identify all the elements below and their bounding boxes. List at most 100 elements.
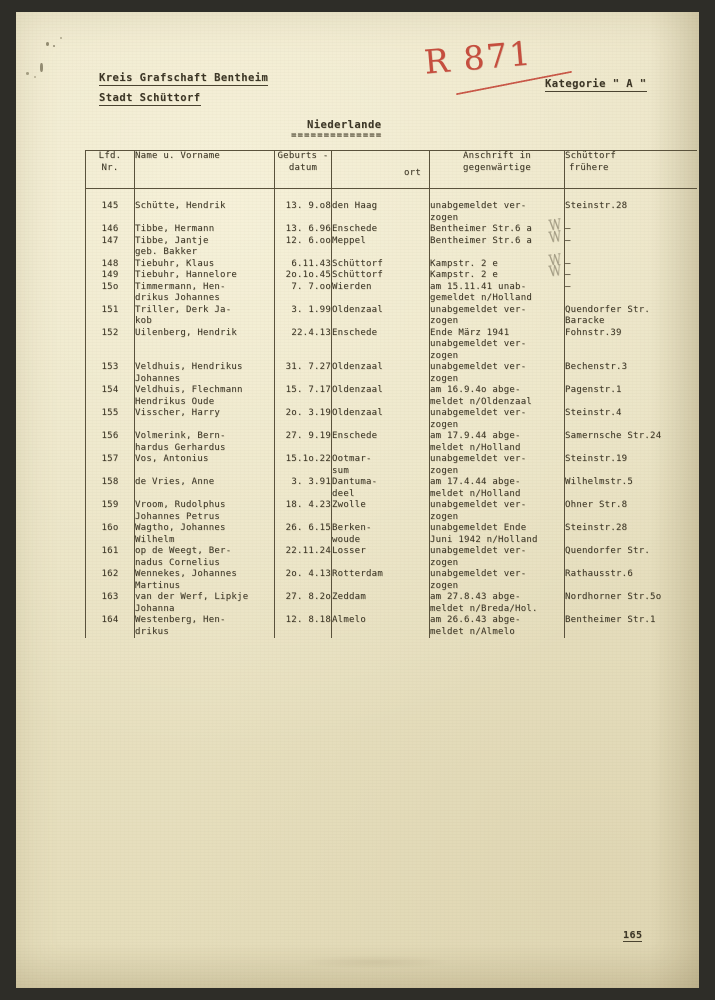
cell-name: Vos, Antonius — [134, 454, 275, 477]
cell-former-address: Bentheimer Str.1 — [564, 615, 697, 638]
cell-nr: 157 — [85, 454, 135, 477]
cell-birth-place: Oldenzaal — [331, 408, 430, 431]
cell-name: Tiebuhr, Klaus — [134, 258, 275, 270]
column-header-former-line2: frühere — [569, 162, 609, 173]
cell-birth-date: 13. 9.o8 — [274, 201, 332, 224]
cell-former-address: Samernsche Str.24 — [564, 431, 697, 454]
cell-former-address: — — [564, 224, 697, 236]
cell-current-address: unabgemeldet ver- zogen — [429, 304, 565, 328]
cell-former-address: — — [564, 235, 697, 259]
cell-birth-place: Almelo — [331, 615, 430, 638]
cell-birth-date: 27. 8.2o — [274, 592, 332, 615]
cell-nr: 145 — [85, 201, 135, 224]
cell-name: Schütte, Hendrik — [134, 201, 275, 224]
cell-nr: 163 — [85, 592, 135, 615]
table-row: 151 Triller, Derk Ja- kob 3. 1.99 Oldenzaal… — [85, 304, 697, 328]
cell-current-address: am 16.9.4o abge- meldet n/Oldenzaal — [429, 385, 565, 408]
cell-birth-place: Oldenzaal — [331, 385, 430, 408]
table-row: 155 Visscher, Harry 2o. 3.19 Oldenzaal unabg… — [85, 408, 697, 431]
cell-birth-place: Enschede — [331, 224, 430, 236]
column-header-address-group: Anschrift in — [462, 151, 532, 161]
cell-birth-place: Oldenzaal — [331, 304, 430, 328]
cell-name: Tibbe, Jantje geb. Bakker — [134, 235, 275, 259]
cell-birth-date: 22.11.24 — [274, 546, 332, 569]
register-table: Lfd. Nr. Name u. Vorname Geburts - datum o… — [85, 150, 697, 638]
page-number: 165 — [623, 930, 643, 942]
authority-district-line: Kreis Grafschaft Bentheim — [99, 72, 269, 86]
cell-nr: 159 — [85, 500, 135, 523]
cell-former-address: Wilhelmstr.5 — [564, 477, 697, 500]
cell-birth-date: 26. 6.15 — [274, 523, 332, 546]
cell-former-address: Steinstr.19 — [564, 454, 697, 477]
cell-name: Wennekes, Johannes Martinus — [134, 569, 275, 592]
cell-birth-date: 2o.1o.45 — [274, 270, 332, 282]
table-row: 148 Tiebuhr, Klaus 6.11.43 Schüttorf Kampstr… — [85, 250, 697, 270]
cell-current-address: unabgemeldet ver- zogen — [429, 362, 565, 385]
cell-birth-date: 15.1o.22 — [274, 454, 332, 477]
cell-birth-date: 3. 1.99 — [274, 304, 332, 328]
cell-birth-place: Enschede — [331, 327, 430, 362]
cell-former-address: Quendorfer Str. Baracke — [564, 304, 697, 328]
cell-former-address: — — [564, 258, 697, 270]
cell-nr: 149 — [85, 270, 135, 282]
cell-current-address: am 27.8.43 abge- meldet n/Breda/Hol. — [429, 592, 565, 615]
cell-current-address: am 17.4.44 abge- meldet n/Holland — [429, 477, 565, 500]
table-row: 147 Tibbe, Jantje geb. Bakker 12. 6.oo Mepp… — [85, 227, 697, 259]
cell-name: Veldhuis, Flechmann Hendrikus Oude — [134, 385, 275, 408]
cell-birth-date: 22.4.13 — [274, 327, 332, 362]
cell-former-address: Steinstr.28 — [564, 523, 697, 546]
table-row: 161 op de Weegt, Ber- nadus Cornelius 22.1… — [85, 546, 697, 569]
ink-speck — [26, 72, 29, 75]
column-header-birth-date-text: datum — [288, 162, 318, 173]
cell-current-address: am 26.6.43 abge- meldet n/Almelo — [429, 615, 565, 638]
cell-name: Veldhuis, Hendrikus Johannes — [134, 362, 275, 385]
cell-birth-date: 2o. 4.13 — [274, 569, 332, 592]
column-header-nr: Lfd. Nr. — [85, 150, 135, 189]
cell-birth-date: 15. 7.17 — [274, 385, 332, 408]
cell-birth-date: 2o. 3.19 — [274, 408, 332, 431]
cell-nr: 156 — [85, 431, 135, 454]
pencil-check-mark: W — [548, 261, 564, 281]
cell-former-address: Steinstr.28 — [564, 201, 697, 224]
cell-former-address: Rathausstr.6 — [564, 569, 697, 592]
cell-birth-place: Zwolle — [331, 500, 430, 523]
cell-birth-date: 13. 6.96 — [274, 224, 332, 236]
table-row: 146 Tibbe, Hermann 13. 6.96 Enschede Benthei… — [85, 215, 697, 236]
table-row: 158 de Vries, Anne 3. 3.91 Dantuma- deel am … — [85, 477, 697, 500]
cell-birth-date: 12. 8.18 — [274, 615, 332, 638]
cell-name: Wagtho, Johannes Wilhelm — [134, 523, 275, 546]
column-header-nr-line2: Nr. — [101, 162, 119, 173]
cell-former-address: Bechenstr.3 — [564, 362, 697, 385]
column-header-birth-date: Geburts - datum — [274, 150, 332, 189]
cell-birth-place: Schüttorf — [331, 258, 430, 270]
ink-speck — [46, 42, 49, 46]
cell-name: Vroom, Rudolphus Johannes Petrus — [134, 500, 275, 523]
table-row: 162 Wennekes, Johannes Martinus 2o. 4.13 Ro… — [85, 569, 697, 592]
cell-birth-date: 6.11.43 — [274, 258, 332, 270]
table-row: 157 Vos, Antonius 15.1o.22 Ootmar- sum unabg… — [85, 454, 697, 477]
cell-birth-date: 18. 4.23 — [274, 500, 332, 523]
cell-birth-place: den Haag — [331, 201, 430, 224]
cell-birth-place: Schüttorf — [331, 270, 430, 282]
column-header-name: Name u. Vorname — [134, 150, 275, 189]
cell-nr: 151 — [85, 304, 135, 328]
cell-birth-place: Zeddam — [331, 592, 430, 615]
authority-town-line: Stadt Schüttorf — [99, 92, 201, 106]
cell-birth-date: 3. 3.91 — [274, 477, 332, 500]
table-row: 153 Veldhuis, Hendrikus Johannes 31. 7.27 O… — [85, 362, 697, 385]
cell-former-address: Nordhorner Str.5o — [564, 592, 697, 615]
table-row: 159 Vroom, Rudolphus Johannes Petrus 18. 4… — [85, 500, 697, 523]
cell-nr: 155 — [85, 408, 135, 431]
table-header-row: Lfd. Nr. Name u. Vorname Geburts - datum o… — [85, 150, 697, 189]
cell-name: de Vries, Anne — [134, 477, 275, 500]
category-label: Kategorie " A " — [545, 78, 647, 92]
cell-nr: 148 — [85, 258, 135, 270]
table-row: 15o Timmermann, Hen- drikus Johannes 7. 7.… — [85, 281, 697, 305]
cell-nr: 158 — [85, 477, 135, 500]
table-row: 164 Westenberg, Hen- drikus 12. 8.18 Almelo… — [85, 615, 697, 638]
cell-nr: 161 — [85, 546, 135, 569]
cell-current-address: am 15.11.41 unab- gemeldet n/Holland — [429, 281, 565, 305]
cell-birth-place: Meppel — [331, 235, 430, 259]
ink-speck — [60, 37, 62, 39]
